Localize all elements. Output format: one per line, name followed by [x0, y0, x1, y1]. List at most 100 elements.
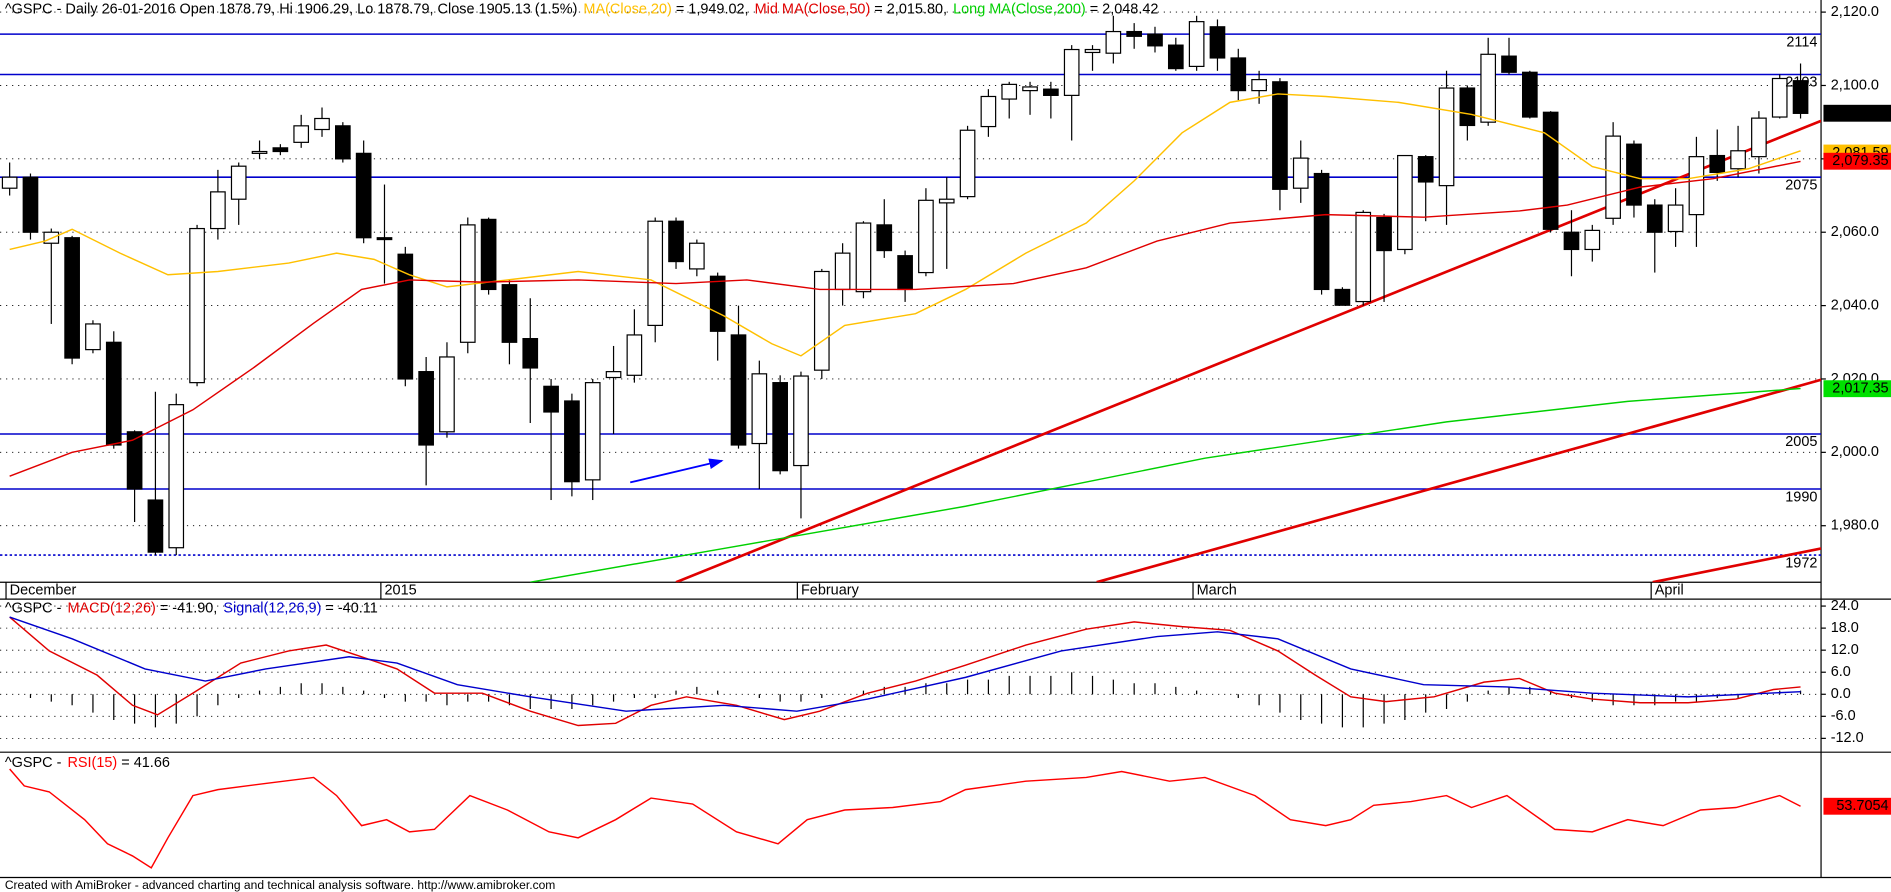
legend-name: MA(Close,20) [583, 1, 671, 17]
candle-body [626, 334, 643, 376]
candle-body [564, 400, 580, 483]
value-badge-label: 53.7054 [1836, 798, 1888, 814]
candle-body [1167, 44, 1184, 70]
candle-body [1272, 81, 1288, 190]
candle-body [730, 334, 747, 446]
value-badge-label: 2,079.35 [1832, 153, 1888, 169]
candle-body [251, 150, 268, 154]
candle-body [689, 242, 705, 270]
y-tick-label: -6.0 [1831, 708, 1856, 724]
legend-value: = 1,949.02, [672, 1, 749, 17]
legend-name: Mid MA(Close,50) [755, 1, 871, 17]
series-line [9, 768, 1801, 869]
candle-body [1542, 111, 1559, 230]
y-tick-label: 2,100.0 [1831, 77, 1879, 93]
level-label: 2114 [1786, 34, 1817, 50]
candle-body [168, 404, 185, 549]
candle-body [1584, 229, 1601, 251]
candle-body [439, 356, 455, 433]
y-tick-label: 1,980.0 [1831, 518, 1879, 534]
candle-body [397, 253, 414, 380]
value-badge [1823, 797, 1891, 815]
value-badge-label: 2,017.35 [1832, 381, 1888, 397]
candle-body [772, 382, 788, 472]
candle-body [1730, 150, 1746, 170]
candle-body [709, 275, 726, 332]
candle-body [1521, 71, 1538, 118]
candle-body [1438, 87, 1455, 187]
candle-body [314, 117, 330, 131]
candle-body [668, 220, 684, 263]
value-badge [1823, 104, 1891, 122]
x-tick-label: April [1655, 582, 1684, 598]
panel-macd [0, 605, 1822, 739]
candle-body [938, 198, 955, 204]
series-line [530, 387, 1801, 583]
candle-body [480, 218, 497, 291]
candle-body [1209, 26, 1226, 59]
candle-body [1022, 86, 1038, 92]
level-label: 2075 [1785, 177, 1817, 193]
candle-body [813, 270, 830, 371]
candle-body [1605, 135, 1621, 219]
candle-body [522, 338, 539, 369]
candle-body [1292, 157, 1309, 189]
candle-body [1251, 79, 1267, 92]
candle-body [1355, 211, 1372, 303]
level-label: 2005 [1785, 434, 1817, 450]
panel-candlestick [0, 11, 1822, 583]
x-tick-label: 2015 [384, 582, 416, 598]
candle-body [1376, 216, 1392, 252]
candle-body [1501, 55, 1517, 73]
candle-body [1563, 231, 1580, 251]
value-badge-label: 2,092.43 [1832, 105, 1888, 121]
candle-body [793, 375, 809, 467]
candle-body [584, 382, 601, 481]
value-badge [1823, 152, 1891, 170]
panel-header: ^GSPC - Daily 26-01-2016 Open 1878.79, H… [5, 1, 1159, 17]
candle-body [543, 385, 559, 413]
candle-body [647, 220, 664, 327]
y-tick-label: 24.0 [1831, 598, 1859, 614]
candle-body [959, 129, 976, 198]
series-line [9, 616, 1801, 727]
annotation-arrow [630, 458, 724, 484]
candle-body [1667, 204, 1684, 233]
x-tick-label: March [1197, 582, 1237, 598]
legend-name: Long MA(Close,200) [953, 1, 1086, 17]
y-tick-label: 0.0 [1831, 686, 1851, 702]
y-tick-label: 2,000.0 [1831, 444, 1879, 460]
candle-body [1084, 48, 1101, 54]
y-tick-label: 6.0 [1831, 664, 1851, 680]
legend-name: MACD(12,26) [67, 601, 155, 617]
y-tick-label: 2,060.0 [1831, 224, 1879, 240]
candle-body [105, 341, 122, 446]
level-label: 1990 [1785, 489, 1817, 505]
level-label: 2103 [1785, 75, 1817, 91]
panel-line [9, 768, 1801, 869]
candle-body [918, 199, 934, 274]
series-line [9, 160, 1801, 477]
y-tick-label: -12.0 [1831, 730, 1864, 746]
x-tick-label: February [801, 582, 860, 598]
candle-body [335, 125, 351, 160]
panel-header: ^GSPC - RSI(15) = 41.66 [5, 755, 170, 771]
candle-body [1, 176, 18, 189]
candle-body [1459, 87, 1476, 127]
candle-body [189, 227, 205, 384]
candle-body [126, 431, 143, 490]
trend-line [1652, 547, 1822, 583]
candle-body [293, 125, 310, 143]
y-tick-label: 18.0 [1831, 620, 1859, 636]
footer: Created with AmiBroker - advanced charti… [5, 878, 556, 892]
value-badge [1823, 380, 1891, 398]
y-tick-label: 2,040.0 [1831, 297, 1879, 313]
candle-body [210, 191, 226, 230]
candle-body [1480, 53, 1497, 123]
y-tick-label: 2,120.0 [1831, 4, 1879, 20]
candle-body [1334, 288, 1351, 306]
panel-title: ^GSPC - [5, 755, 62, 771]
